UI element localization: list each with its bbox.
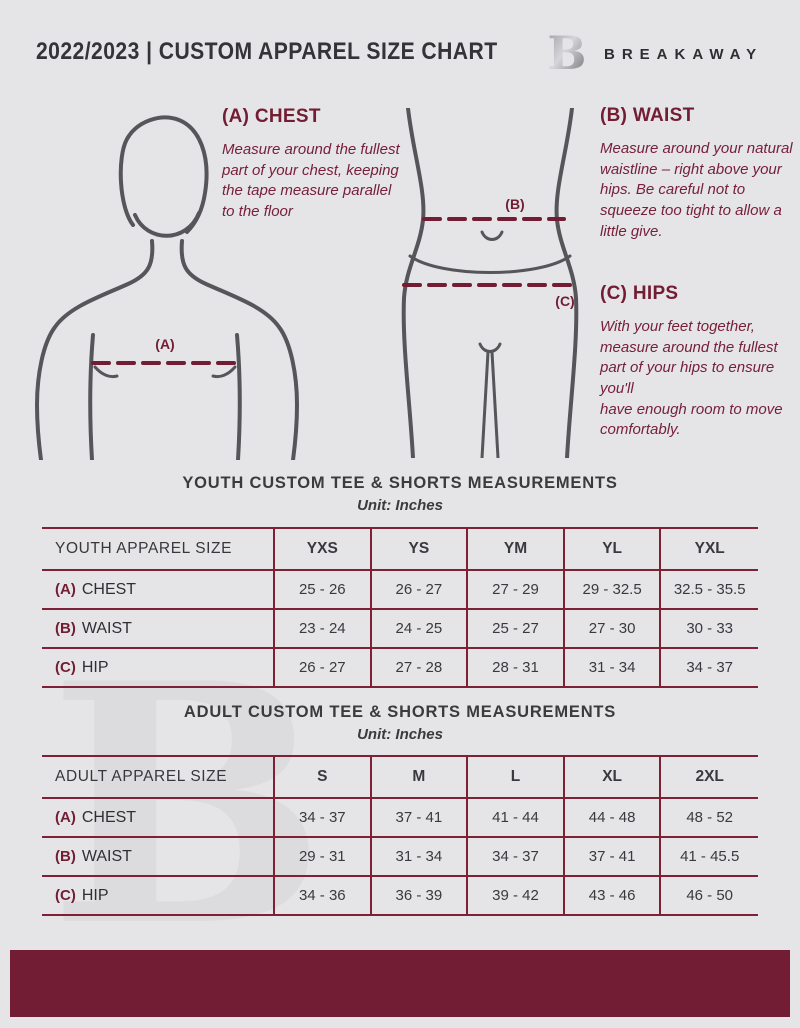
- row-header-label: ADULT APPAREL SIZE: [42, 757, 275, 797]
- waist-section-heading: (B) WAIST: [600, 105, 695, 126]
- hips-marker-label: (C): [555, 293, 575, 309]
- size-column-header: XL: [565, 757, 662, 797]
- size-cell: 26 - 27: [275, 649, 372, 686]
- chest-marker-label: (A): [155, 336, 175, 352]
- youth-table-title: YOUTH CUSTOM TEE & SHORTS MEASUREMENTS: [182, 474, 618, 492]
- chest-figure-illustration: [34, 115, 300, 460]
- size-cell: 37 - 41: [565, 838, 662, 875]
- size-cell: 31 - 34: [372, 838, 469, 875]
- hips-section-text: With your feet together, measure around …: [600, 318, 783, 439]
- size-cell: 37 - 41: [372, 799, 469, 836]
- table-row: (A) CHEST 34 - 37 37 - 41 41 - 44 44 - 4…: [42, 797, 758, 836]
- size-cell: 41 - 44: [468, 799, 565, 836]
- size-cell: 26 - 27: [372, 571, 469, 608]
- measurement-label: (A) CHEST: [42, 571, 275, 608]
- adult-table-unit: Unit: Inches: [357, 726, 443, 743]
- youth-table-unit: Unit: Inches: [357, 497, 443, 514]
- table-row: (A) CHEST 25 - 26 26 - 27 27 - 29 29 - 3…: [42, 569, 758, 608]
- measurement-label: (B) WAIST: [42, 838, 275, 875]
- size-cell: 27 - 29: [468, 571, 565, 608]
- size-cell: 27 - 28: [372, 649, 469, 686]
- measurement-label: (C) HIP: [42, 877, 275, 914]
- size-cell: 43 - 46: [565, 877, 662, 914]
- waist-marker-label: (B): [505, 196, 525, 212]
- size-column-header: YXL: [694, 540, 725, 557]
- size-cell: 31 - 34: [565, 649, 662, 686]
- row-header-label: YOUTH APPAREL SIZE: [42, 529, 275, 569]
- youth-size-table: YOUTH APPAREL SIZE YXS YS YM YL YXL (A) …: [42, 527, 758, 688]
- size-cell: 48 - 52: [686, 809, 734, 826]
- page-title: 2022/2023 | CUSTOM APPAREL SIZE CHART: [36, 38, 498, 65]
- size-cell: 36 - 39: [372, 877, 469, 914]
- size-column-header: YM: [468, 529, 565, 569]
- size-column-header: 2XL: [695, 768, 724, 785]
- table-row: (C) HIP 34 - 36 36 - 39 39 - 42 43 - 46 …: [42, 875, 758, 916]
- size-cell: 32.5 - 35.5: [673, 581, 746, 598]
- size-cell: 29 - 32.5: [565, 571, 662, 608]
- adult-size-table: ADULT APPAREL SIZE S M L XL 2XL (A) CHES…: [42, 755, 758, 916]
- logo-b-icon: B: [546, 28, 586, 80]
- chest-section-text: Measure around the fullest part of your …: [222, 141, 400, 221]
- table-header-row: YOUTH APPAREL SIZE YXS YS YM YL YXL: [42, 527, 758, 569]
- brand-name: BREAKAWAY: [604, 45, 764, 63]
- waist-hips-figure-illustration: [401, 108, 580, 458]
- footer-accent-bar: [10, 950, 790, 1017]
- size-cell: 41 - 45.5: [680, 848, 740, 865]
- measurement-label: (C) HIP: [42, 649, 275, 686]
- table-header-row: ADULT APPAREL SIZE S M L XL 2XL: [42, 755, 758, 797]
- size-cell: 34 - 37: [686, 659, 734, 676]
- waist-section-text: Measure around your natural waistline – …: [600, 140, 793, 240]
- size-cell: 39 - 42: [468, 877, 565, 914]
- size-column-header: S: [275, 757, 372, 797]
- size-cell: 34 - 37: [468, 838, 565, 875]
- size-cell: 34 - 37: [275, 799, 372, 836]
- measurement-label: (A) CHEST: [42, 799, 275, 836]
- size-cell: 28 - 31: [468, 649, 565, 686]
- hips-section-heading: (C) HIPS: [600, 283, 679, 304]
- size-cell: 29 - 31: [275, 838, 372, 875]
- size-column-header: M: [372, 757, 469, 797]
- breakaway-logo: B BREAKAWAY: [542, 28, 763, 80]
- size-column-header: YL: [565, 529, 662, 569]
- size-cell: 30 - 33: [686, 620, 734, 637]
- size-column-header: YS: [372, 529, 469, 569]
- size-cell: 27 - 30: [565, 610, 662, 647]
- size-cell: 46 - 50: [686, 887, 734, 904]
- size-cell: 23 - 24: [275, 610, 372, 647]
- measurement-label: (B) WAIST: [42, 610, 275, 647]
- adult-table-title: ADULT CUSTOM TEE & SHORTS MEASUREMENTS: [183, 703, 617, 721]
- size-column-header: L: [468, 757, 565, 797]
- chest-section-heading: (A) CHEST: [222, 106, 321, 127]
- table-row: (B) WAIST 23 - 24 24 - 25 25 - 27 27 - 3…: [42, 608, 758, 647]
- table-row: (C) HIP 26 - 27 27 - 28 28 - 31 31 - 34 …: [42, 647, 758, 688]
- size-column-header: YXS: [275, 529, 372, 569]
- size-cell: 25 - 26: [275, 571, 372, 608]
- size-cell: 34 - 36: [275, 877, 372, 914]
- table-row: (B) WAIST 29 - 31 31 - 34 34 - 37 37 - 4…: [42, 836, 758, 875]
- size-cell: 44 - 48: [565, 799, 662, 836]
- size-cell: 24 - 25: [372, 610, 469, 647]
- size-cell: 25 - 27: [468, 610, 565, 647]
